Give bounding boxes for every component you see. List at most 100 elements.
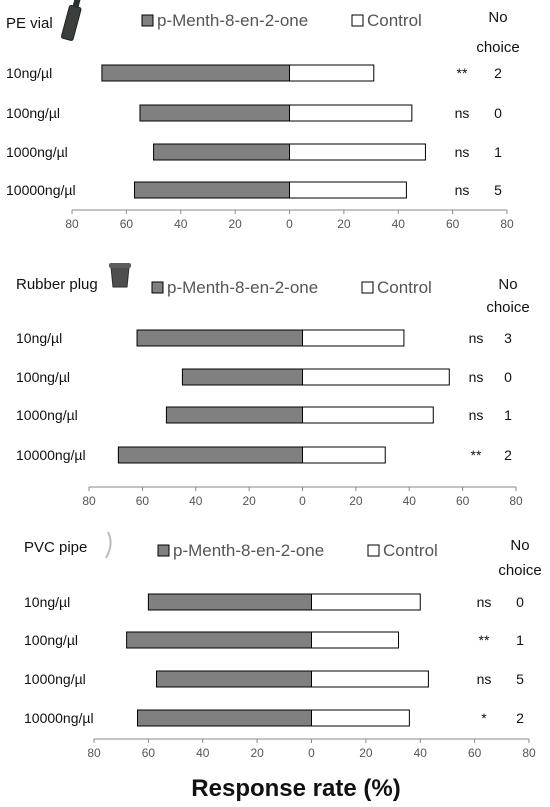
x-tick-label: 40	[392, 217, 406, 231]
significance-label: ns	[469, 330, 484, 346]
x-tick-label: 80	[509, 494, 523, 508]
category-label: 1000ng/µl	[6, 144, 68, 160]
plug-rim	[109, 263, 131, 268]
panels: PE vial p-Menth-8-en-2-one Control No choice…	[6, 0, 542, 760]
x-axis-label: Response rate (%)	[191, 775, 400, 802]
x-tick-label: 0	[299, 494, 306, 508]
bar-series-b	[289, 143, 426, 161]
bar-series-b	[289, 181, 407, 199]
legend: p-Menth-8-en-2-one Control	[141, 11, 422, 30]
bar-series-a	[137, 709, 312, 727]
legend-swatch-series-a	[151, 281, 164, 294]
x-tick-label: 20	[337, 217, 351, 231]
vial-cap	[72, 0, 81, 9]
bar-series-b	[289, 104, 413, 122]
bar-series-a	[101, 64, 290, 82]
pvc-pipe-icon	[105, 531, 112, 559]
category-label: 10000ng/µl	[16, 447, 86, 463]
category-label: 100ng/µl	[16, 369, 70, 385]
category-label: 100ng/µl	[24, 632, 78, 648]
bar-series-b	[302, 406, 434, 424]
x-tick-label: 40	[414, 746, 428, 760]
significance-label: ns	[455, 105, 470, 121]
legend-label-series-a: p-Menth-8-en-2-one	[157, 11, 308, 30]
x-tick-label: 20	[349, 494, 363, 508]
bar-series-b	[311, 593, 421, 611]
pipe-shape	[105, 531, 112, 559]
panel-title: PVC pipe	[24, 539, 87, 556]
rubber-plug-icon	[109, 263, 131, 288]
x-tick-label: 60	[456, 494, 470, 508]
bar-series-b	[311, 670, 429, 688]
bar-series-a	[147, 593, 312, 611]
no-choice-value: 5	[516, 671, 524, 687]
no-choice-value: 1	[504, 407, 512, 423]
bar-series-b	[311, 709, 410, 727]
no-choice-value: 3	[504, 330, 512, 346]
no-choice-value: 0	[494, 105, 502, 121]
x-tick-label: 20	[228, 217, 242, 231]
x-tick-label: 20	[250, 746, 264, 760]
x-tick-label: 80	[65, 217, 79, 231]
x-tick-label: 20	[242, 494, 256, 508]
plug-body	[110, 266, 130, 288]
legend-label-series-a: p-Menth-8-en-2-one	[167, 278, 318, 297]
bar-series-b	[289, 64, 375, 82]
vial-icon	[60, 0, 82, 41]
bar-series-b	[302, 446, 386, 464]
bar-series-a	[181, 368, 303, 386]
bar-series-a	[153, 143, 290, 161]
x-tick-label: 60	[120, 217, 134, 231]
x-tick-label: 80	[87, 746, 101, 760]
x-tick-label: 80	[500, 217, 514, 231]
chart-panel: PVC pipe p-Menth-8-en-2-one Control No choic…	[24, 531, 542, 760]
significance-label: **	[457, 65, 468, 81]
x-tick-label: 40	[189, 494, 203, 508]
panel-title: Rubber plug	[16, 276, 98, 293]
x-tick-label: 40	[196, 746, 210, 760]
legend-label-series-b: Control	[383, 541, 438, 560]
legend-label-series-b: Control	[367, 11, 422, 30]
x-tick-label: 60	[142, 746, 156, 760]
legend-swatch-series-b	[351, 14, 364, 27]
bar-series-a	[126, 631, 312, 649]
x-tick-label: 0	[286, 217, 293, 231]
x-tick-label: 80	[522, 746, 536, 760]
x-tick-label: 80	[82, 494, 96, 508]
x-tick-label: 60	[136, 494, 150, 508]
no-choice-value: 2	[494, 65, 502, 81]
no-choice-value: 5	[494, 182, 502, 198]
legend-label-series-a: p-Menth-8-en-2-one	[173, 541, 324, 560]
significance-label: ns	[469, 369, 484, 385]
no-choice-value: 1	[494, 144, 502, 160]
category-label: 1000ng/µl	[16, 407, 78, 423]
significance-label: ns	[455, 144, 470, 160]
no-choice-value: 2	[516, 710, 524, 726]
significance-label: ns	[477, 594, 492, 610]
legend: p-Menth-8-en-2-one Control	[157, 541, 438, 560]
category-label: 10ng/µl	[16, 330, 62, 346]
bar-series-a	[156, 670, 312, 688]
no-choice-value: 0	[516, 594, 524, 610]
x-tick-label: 20	[359, 746, 373, 760]
significance-label: ns	[477, 671, 492, 687]
no-choice-value: 0	[504, 369, 512, 385]
chart-panel: PE vial p-Menth-8-en-2-one Control No choice…	[6, 0, 520, 231]
category-label: 10000ng/µl	[24, 710, 94, 726]
no-choice-header-line1: No	[488, 9, 507, 26]
category-label: 10000ng/µl	[6, 182, 76, 198]
no-choice-value: 1	[516, 632, 524, 648]
x-tick-label: 40	[403, 494, 417, 508]
legend-swatch-series-b	[367, 544, 380, 557]
significance-label: ns	[455, 182, 470, 198]
no-choice-header-line1: No	[498, 276, 517, 293]
bar-series-b	[302, 329, 405, 347]
bar-series-a	[165, 406, 303, 424]
vial-body	[60, 4, 82, 41]
legend-label-series-b: Control	[377, 278, 432, 297]
category-label: 1000ng/µl	[24, 671, 86, 687]
bar-series-a	[139, 104, 290, 122]
bar-series-b	[311, 631, 399, 649]
no-choice-header-line2: choice	[476, 39, 519, 56]
significance-label: ns	[469, 407, 484, 423]
